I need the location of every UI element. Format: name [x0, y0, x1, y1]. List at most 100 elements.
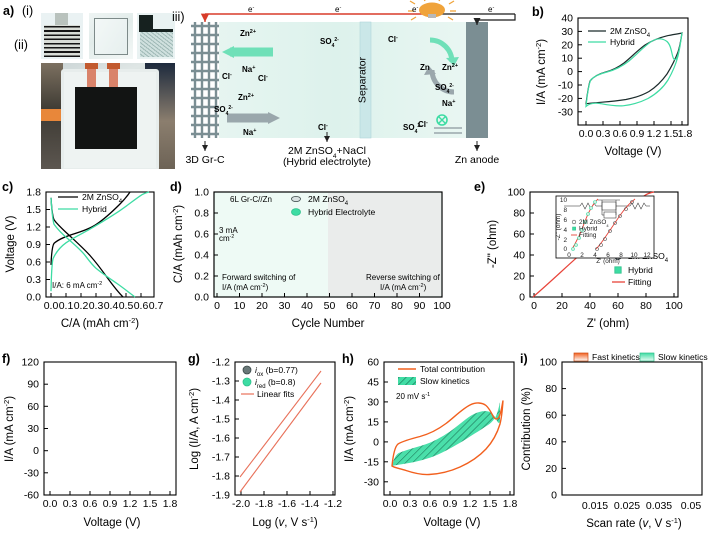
electron-label-4: e- — [488, 5, 494, 14]
panel-g-ytick-m17: -1.7 — [212, 452, 230, 464]
panel-i-ytick-0: 0 — [551, 489, 557, 501]
panel-g-xtick-2: -1.6 — [278, 498, 296, 510]
panel-d-forward-note: Forward switching of — [222, 273, 296, 282]
panel-g-ytick-m18: -1.8 — [212, 471, 230, 483]
panel-c-label: c) — [2, 180, 14, 194]
panel-e-xtick-60: 60 — [612, 300, 624, 312]
svg-text:2: 2 — [580, 252, 584, 259]
svg-text:10: 10 — [560, 197, 568, 204]
panel-c-ytick-06: 0.6 — [26, 257, 41, 269]
ion-cl-5: Cl- — [418, 120, 428, 129]
panel-f-ylabel: I/A (mA cm-2) — [2, 396, 17, 462]
panel-b-xtick-6: 1.8 — [678, 128, 693, 140]
panel-i-ylabel: Contribution (%) — [521, 387, 533, 470]
panel-d-legend-hybrid: Hybrid Electrolyte — [308, 207, 376, 217]
panel-g-xtick-4: -1.2 — [324, 498, 342, 510]
panel-g-ytick-m12: -1.2 — [212, 357, 230, 369]
panel-h-chart: 60 45 30 15 0 -15 -30 0.0 0.3 0.6 0.9 1.… — [342, 357, 518, 530]
panel-g-legend-red: ired (b=0.8) — [255, 377, 296, 390]
panel-g-ytick-m13: -1.3 — [212, 376, 230, 388]
panel-d-reverse-note: Reverse switching of — [366, 273, 441, 282]
electron-label-1: e- — [248, 5, 254, 14]
panel-h-legend-total: Total contribution — [420, 364, 485, 374]
panel-g-xtick-1: -1.8 — [255, 498, 273, 510]
panel-g-ytick-m14: -1.4 — [212, 395, 230, 407]
panel-i-xtick-2: 0.035 — [646, 500, 672, 512]
panel-d-label: d) — [170, 180, 182, 194]
panel-f-xtick-5: 1.5 — [143, 498, 158, 510]
panel-c-legend-hybrid: Hybrid — [82, 204, 107, 214]
panel-c: c) 1.8 1.5 1.2 0.9 0.6 0.3 0.0 0.0 0.1 0… — [0, 172, 172, 344]
panel-c-discharge-znso4 — [50, 197, 124, 298]
panel-b-curve-hybrid — [585, 32, 683, 108]
panel-b-ytick-20: 20 — [561, 39, 573, 51]
panel-b-xtick-0: 0.0 — [579, 128, 594, 140]
panel-b-xtick-2: 0.6 — [613, 128, 628, 140]
panel-f-ytick-m30: -30 — [24, 467, 39, 479]
panel-f-xtick-4: 1.2 — [123, 498, 138, 510]
panel-b-label: b) — [532, 5, 544, 19]
panel-i-xlabel: Scan rate (v, V s-1) — [586, 516, 682, 531]
svg-text:Fitting: Fitting — [579, 232, 597, 239]
panel-h-total-curve — [391, 400, 504, 476]
panel-h-label: h) — [342, 352, 354, 366]
panel-g-legend-ox: iox (b=0.77) — [255, 365, 298, 378]
svg-text:0: 0 — [563, 246, 567, 253]
panel-d-xtick-50: 50 — [324, 300, 336, 312]
panel-e-ytick-100: 100 — [507, 187, 525, 199]
panel-d: d) 1.0 0.8 0.6 0.4 0.2 0.0 0 10 — [168, 172, 468, 344]
panel-e-xtick-80: 80 — [640, 300, 652, 312]
panel-i-legend-slow: Slow kinetics — [658, 352, 708, 362]
panel-c-xlabel: C/A (mAh cm-2) — [61, 316, 139, 331]
panel-e-ytick-40: 40 — [513, 250, 525, 262]
panel-h-legend-slow: Slow kinetics — [420, 376, 470, 386]
panel-d-rate-start-2: cm-2 — [219, 234, 234, 243]
svg-text:0: 0 — [567, 252, 571, 259]
panel-d-legend: 2M ZnSO4 Hybrid Electrolyte — [291, 194, 376, 217]
svg-text:2: 2 — [563, 237, 567, 244]
label-3d-gr-c: 3D Gr-C — [185, 154, 225, 166]
panel-i-ytick-20: 20 — [545, 463, 557, 475]
panel-d-rate-start: 3 mA — [219, 226, 238, 235]
panel-a-sub-i-label: (i) — [22, 4, 34, 18]
panel-b-xtick-4: 1.2 — [647, 128, 662, 140]
ion-zn2plus-2: Zn2+ — [238, 93, 254, 102]
panel-c-xtick-4: 0.4 — [104, 300, 119, 312]
panel-c-legend: 2M ZnSO4 Hybrid — [58, 192, 123, 214]
panel-d-xlabel: Cycle Number — [292, 318, 365, 330]
panel-b-ylabel: I/A (mA cm-2) — [534, 39, 549, 105]
panel-f-ytick-0: 0 — [33, 445, 39, 457]
label-electrolyte-sub: (Hybrid electrolyte) — [283, 156, 371, 168]
panel-c-xtick-3: 0.3 — [89, 300, 104, 312]
panel-i-chart: 100 80 60 40 20 0 0.015 0.025 0.035 0.05… — [521, 352, 708, 531]
panel-d-xtick-80: 80 — [391, 300, 403, 312]
panel-e-xtick-100: 100 — [665, 300, 683, 312]
panel-e-inset: 10 8 6 4 2 0 0 2 4 6 8 10 12 Z' (ohm) -Z" (ohm) — [555, 195, 655, 265]
panel-f: f) 120 90 60 30 0 -30 -60 0.0 0.3 0.6 — [0, 344, 185, 537]
panel-c-discharge-hybrid — [50, 197, 136, 298]
panel-c-ytick-18: 1.8 — [26, 187, 41, 199]
svg-text:8: 8 — [619, 252, 623, 259]
panel-f-ytick-90: 90 — [27, 379, 39, 391]
panel-f-xtick-0: 0.0 — [43, 498, 58, 510]
ion-naplus-1: Na+ — [242, 65, 255, 74]
panel-e-ylabel: -Z" (ohm) — [487, 220, 499, 268]
photo-3d-printed-grid — [41, 13, 83, 59]
svg-text:12: 12 — [643, 252, 651, 259]
panel-a-schematic: iii) Separator — [170, 0, 530, 172]
panel-d-xtick-30: 30 — [279, 300, 291, 312]
panel-i-ytick-60: 60 — [545, 410, 557, 422]
svg-text:10: 10 — [630, 252, 638, 259]
panel-e-inset-ylabel: -Z" (ohm) — [555, 214, 562, 241]
svg-text:6: 6 — [563, 217, 567, 224]
photo-electrode-assembly — [137, 13, 175, 59]
panel-c-charge-znso4 — [50, 191, 131, 265]
panel-b-xlabel: Voltage (V) — [605, 146, 662, 158]
panel-i-legend-fast: Fast kinetics — [592, 352, 640, 362]
panel-e-legend-hybrid: Hybrid — [628, 265, 653, 275]
panel-i-ytick-100: 100 — [539, 357, 557, 369]
light-bulb-icon — [408, 0, 456, 21]
panel-b-ytick-30: 30 — [561, 26, 573, 38]
panel-c-annotation: I/A: 6 mA cm-2 — [52, 281, 102, 290]
ion-cl-4: Cl- — [388, 35, 398, 44]
